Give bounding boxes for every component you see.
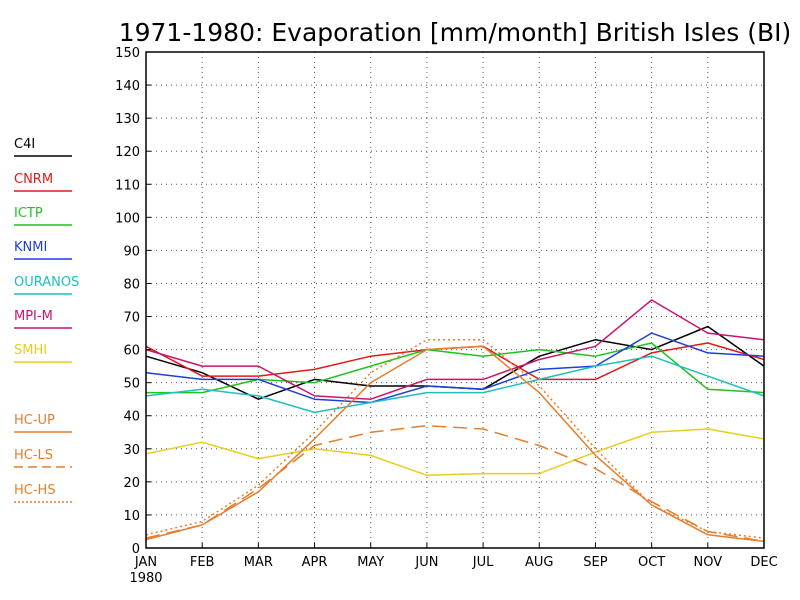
legend-label-c4i: C4I bbox=[14, 137, 35, 152]
y-tick-label: 20 bbox=[123, 476, 140, 491]
series-line-mpi-m bbox=[145, 299, 765, 400]
series-line-smhi bbox=[145, 428, 765, 477]
series-lines bbox=[145, 299, 765, 543]
y-tick-label: 110 bbox=[115, 178, 140, 193]
y-tick-label: 80 bbox=[123, 277, 140, 292]
legend-label-ouranos: OURANOS bbox=[14, 275, 79, 290]
x-tick-label: JAN bbox=[134, 555, 157, 570]
y-tick-label: 130 bbox=[115, 112, 140, 127]
y-tick-label: 150 bbox=[115, 46, 140, 61]
x-tick-label: JUL bbox=[472, 555, 494, 570]
x-tick-label: AUG bbox=[525, 555, 553, 570]
y-tick-label: 10 bbox=[123, 509, 140, 524]
legend-label-smhi: SMHI bbox=[14, 343, 47, 358]
legend-label-cnrm: CNRM bbox=[14, 172, 53, 187]
legend-label-mpi-m: MPI-M bbox=[14, 309, 53, 324]
x-tick-label: MAY bbox=[357, 555, 384, 570]
y-tick-label: 30 bbox=[123, 443, 140, 458]
y-tick-label: 140 bbox=[115, 79, 140, 94]
series-line-hc-up bbox=[145, 345, 765, 543]
series-line-hc-ls bbox=[145, 424, 765, 543]
y-axis: 0 10 20 30 40 50 60 70 80 90 100 110 120 130 140 150 bbox=[115, 46, 151, 557]
y-tick-label: 40 bbox=[123, 410, 140, 425]
x-tick-label: NOV bbox=[694, 555, 723, 570]
series-line-ouranos bbox=[145, 355, 765, 414]
series-line-ictp bbox=[146, 342, 765, 394]
x-tick-label: OCT bbox=[638, 555, 665, 570]
series-line-hc-hs bbox=[145, 338, 765, 539]
y-tick-label: 100 bbox=[115, 211, 140, 226]
x-tick-label: APR bbox=[302, 555, 328, 570]
y-tick-label: 50 bbox=[123, 377, 140, 392]
chart-title: 1971-1980: Evaporation [mm/month] Britis… bbox=[119, 18, 792, 47]
legend-label-hc-ls: HC-LS bbox=[14, 448, 53, 463]
y-tick-label: 90 bbox=[123, 244, 140, 259]
legend-label-knmi: KNMI bbox=[14, 240, 47, 255]
legend-label-hc-hs: HC-HS bbox=[14, 483, 56, 498]
legend-label-ictp: ICTP bbox=[14, 206, 43, 221]
x-tick-label: SEP bbox=[583, 555, 607, 570]
plot-frame bbox=[145, 51, 765, 549]
x-tick-label: DEC bbox=[750, 555, 777, 570]
legend-label-hc-up: HC-UP bbox=[14, 413, 55, 428]
x-tick-label: FEB bbox=[190, 555, 215, 570]
y-tick-label: 60 bbox=[123, 344, 140, 359]
y-tick-label: 0 bbox=[132, 542, 140, 557]
y-tick-label: 70 bbox=[123, 311, 140, 326]
legend: C4I CNRM ICTP KNMI OURANOS MPI-M SMHI HC-UP HC-L… bbox=[14, 137, 79, 503]
x-tick-label: JUN bbox=[414, 555, 438, 570]
y-tick-label: 120 bbox=[115, 145, 140, 160]
x-axis: JAN FEB MAR APR MAY JUN JUL AUG SEP OCT NOV DEC 1980 bbox=[129, 543, 778, 586]
series-line-knmi bbox=[145, 332, 765, 404]
x-tick-label: MAR bbox=[244, 555, 273, 570]
grid bbox=[146, 52, 764, 548]
x-year-label: 1980 bbox=[129, 571, 162, 586]
